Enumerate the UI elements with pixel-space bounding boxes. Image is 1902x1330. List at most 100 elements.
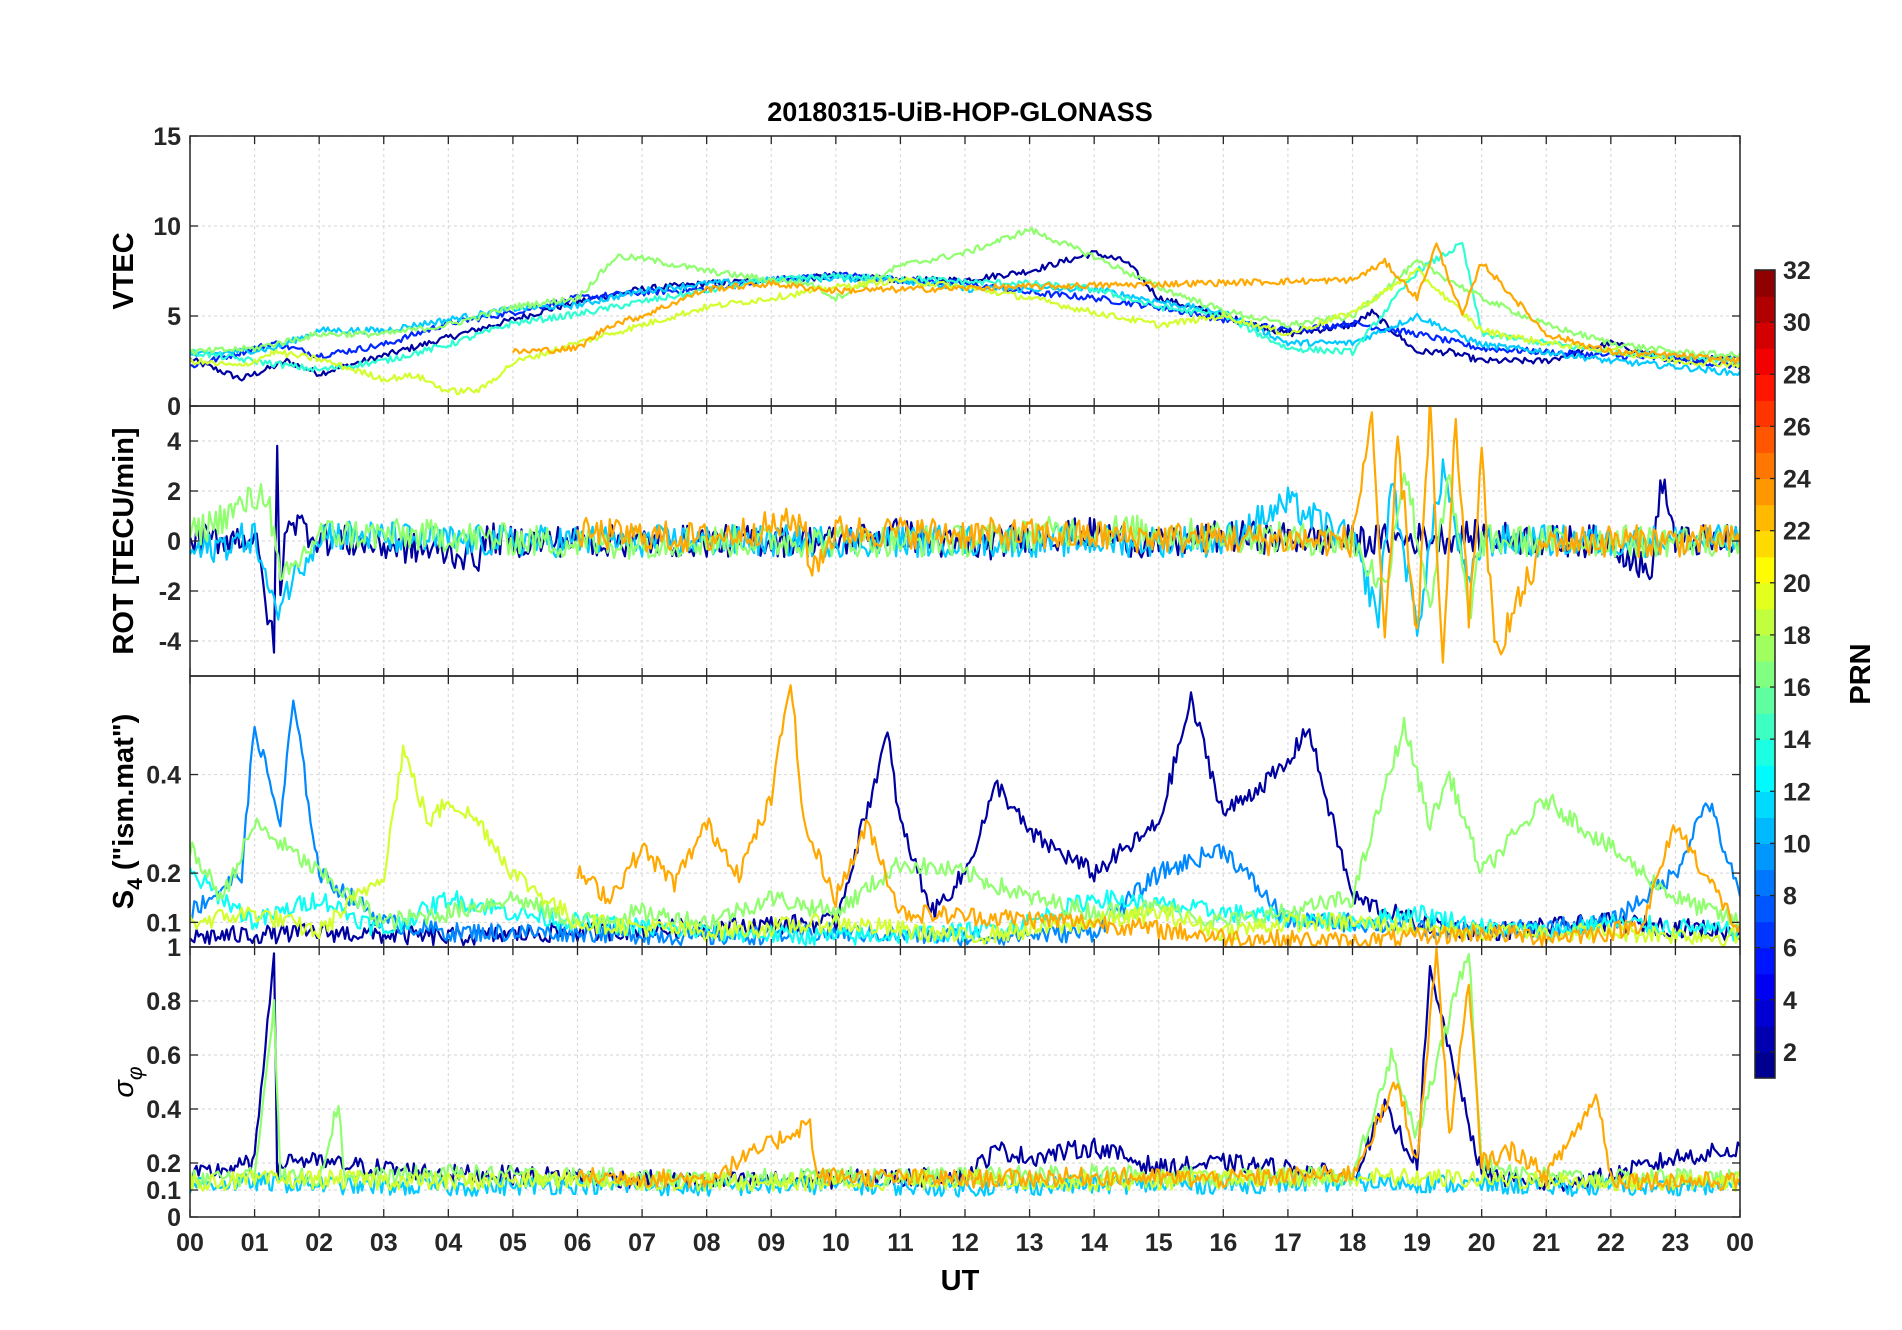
colorbar-tick-label: 12 [1783,778,1811,806]
x-tick-label: 14 [1080,1229,1108,1257]
y-axis-label-vtec: VTEC [108,232,140,309]
x-tick-label: 17 [1274,1229,1302,1257]
x-tick-label: 19 [1403,1229,1431,1257]
series-line-vtec-prn-23 [511,242,1740,365]
colorbar-tick-label: 2 [1783,1039,1797,1067]
series-line-s4-prn-17 [190,716,1740,931]
x-tick-label: 01 [241,1229,269,1257]
series-line-rot-prn-17 [190,472,1740,620]
colorbar-segment [1755,348,1775,375]
x-tick-label: 18 [1339,1229,1367,1257]
colorbar-segment [1755,478,1775,506]
x-tick-label: 21 [1532,1229,1560,1257]
series-group-vtec [190,226,1740,396]
x-tick-label: 13 [1016,1229,1044,1257]
colorbar-segment [1755,400,1775,427]
series-line-vtec-prn-11 [190,274,1740,377]
x-tick-label: 22 [1597,1229,1625,1257]
series-line-sigma_phi-prn-19 [190,1167,1740,1193]
colorbar-segment [1755,687,1775,714]
colorbar-segment [1755,869,1775,897]
y-tick-label: 15 [153,123,181,151]
y-axis-label-s4: S4 ("ism.mat") [108,714,147,910]
colorbar-segment [1755,426,1775,454]
colorbar-tick-label: 14 [1783,726,1811,754]
colorbar-tick-label: 28 [1783,361,1811,389]
y-tick-label: 0.2 [146,860,181,888]
colorbar-label: PRN [1845,643,1877,704]
x-tick-label: 07 [628,1229,656,1257]
y-tick-label: 0.1 [146,1177,181,1205]
ticks-s4: 0.1 0.2 0.4 [146,676,1741,947]
panel-sigma_phi: 00.10.2 0.4 0.6 0.8 1 σφ 00 01 02 03 04 05 06 07 08 09 1… [108,934,1754,1257]
colorbar-tick-label: 32 [1783,257,1811,285]
x-tick-label: 04 [434,1229,462,1257]
y-tick-label: 0 [167,528,181,556]
colorbar-tick-label: 6 [1783,935,1797,963]
colorbar-tick-label: 20 [1783,570,1811,598]
colorbar-segment [1755,765,1775,792]
series-line-vtec-prn-17 [190,226,1740,359]
colorbar-segment [1755,660,1775,688]
colorbar-segment [1755,1025,1775,1053]
y-tick-label: -4 [159,628,181,656]
colorbar-segment [1755,270,1775,297]
colorbar-segment [1755,921,1775,949]
colorbar-segment [1755,608,1775,636]
colorbar-segment [1755,530,1775,558]
colorbar-tick-label: 24 [1783,466,1811,494]
x-tick-label: 10 [822,1229,850,1257]
colorbar-frame [1754,269,1776,1079]
x-tick-label: 00 [176,1229,204,1257]
x-tick-label: 00 [1726,1229,1754,1257]
colorbar-segment [1755,817,1775,845]
colorbar-tick-label: 16 [1783,674,1811,702]
x-tick-label: 06 [564,1229,592,1257]
colorbar-segment [1755,556,1775,584]
series-line-rot-prn-23 [576,406,1740,664]
colorbar-segment [1755,582,1775,610]
colorbar-segment [1755,322,1775,349]
colorbar-segment [1755,973,1775,1001]
y-axis-label-rot: ROT [TECU/min] [108,427,140,654]
x-tick-label: 02 [305,1229,333,1257]
y-tick-label: -2 [159,578,181,606]
colorbar-segment [1755,999,1775,1027]
colorbar-segment [1755,947,1775,975]
x-tick-label: 16 [1209,1229,1237,1257]
colorbar-tick-label: 30 [1783,309,1811,337]
colorbar-segment [1755,374,1775,401]
x-tick-label: 20 [1468,1229,1496,1257]
y-tick-label: 5 [167,303,181,331]
series-line-sigma_phi-prn-23 [576,947,1740,1192]
colorbar-segment [1755,296,1775,323]
y-axis-label-sigma_phi: σφ [108,1066,147,1098]
colorbar-segment [1755,634,1775,662]
x-tick-label: 08 [693,1229,721,1257]
x-axis-label: UT [941,1265,980,1297]
colorbar-segment [1755,895,1775,923]
y-tick-label: 0.2 [146,1150,181,1178]
colorbar-segment [1755,452,1775,480]
x-tick-label: 11 [887,1229,914,1257]
colorbar-tick-label: 22 [1783,518,1811,546]
colorbar-segment [1755,843,1775,871]
colorbar-segment [1755,504,1775,532]
colorbar-tick-label: 4 [1783,987,1797,1015]
series-group-rot [190,406,1740,664]
y-tick-label: 1 [167,934,181,962]
colorbar-tick-label: 18 [1783,622,1811,650]
colorbar-segment [1755,791,1775,818]
y-tick-label: 0.4 [146,1096,181,1124]
ticks-rot: -4 -2 0 2 4 [159,406,1741,676]
ticks-vtec: 0 5 10 15 [153,123,1741,421]
y-tick-label: 0 [167,1204,181,1232]
y-tick-label: 2 [167,478,181,506]
x-tick-label: 09 [757,1229,785,1257]
x-tick-label: 12 [951,1229,979,1257]
x-tick-label: 23 [1662,1229,1690,1257]
